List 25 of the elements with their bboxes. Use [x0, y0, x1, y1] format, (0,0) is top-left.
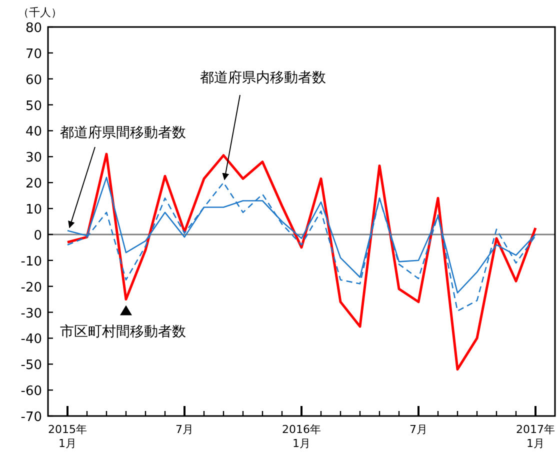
y-tick-label: 60 [25, 72, 42, 88]
x-tick-label: 2016年 1月 [282, 423, 321, 450]
x-tick-label: 7月 [176, 423, 194, 436]
y-tick-label: -30 [20, 306, 42, 322]
y-tick-label: 40 [25, 124, 42, 140]
y-tick-label: 30 [25, 150, 42, 166]
y-tick-label: -50 [20, 358, 42, 374]
y-tick-label: 0 [34, 228, 42, 244]
y-tick-label: -70 [20, 410, 42, 425]
x-tick-label: 2015年 1月 [48, 423, 87, 450]
annotation: 都道府県間移動者数 [60, 125, 186, 141]
annotation: 都道府県内移動者数 [200, 70, 326, 86]
y-axis-title: （千人） [18, 6, 62, 19]
annotation: 市区町村間移動者数 [60, 324, 186, 340]
y-tick-label: -40 [20, 332, 42, 348]
y-tick-label: 50 [25, 98, 42, 114]
x-tick-label: 2017年 1月 [516, 423, 555, 450]
y-tick-label: 80 [25, 21, 42, 36]
y-tick-label: -10 [20, 254, 42, 270]
y-tick-label: 20 [25, 176, 42, 192]
x-tick-label: 7月 [410, 423, 428, 436]
y-tick-label: -20 [20, 280, 42, 296]
y-tick-label: 70 [25, 46, 42, 62]
y-tick-label: -60 [20, 384, 42, 400]
y-tick-label: 10 [25, 202, 42, 218]
